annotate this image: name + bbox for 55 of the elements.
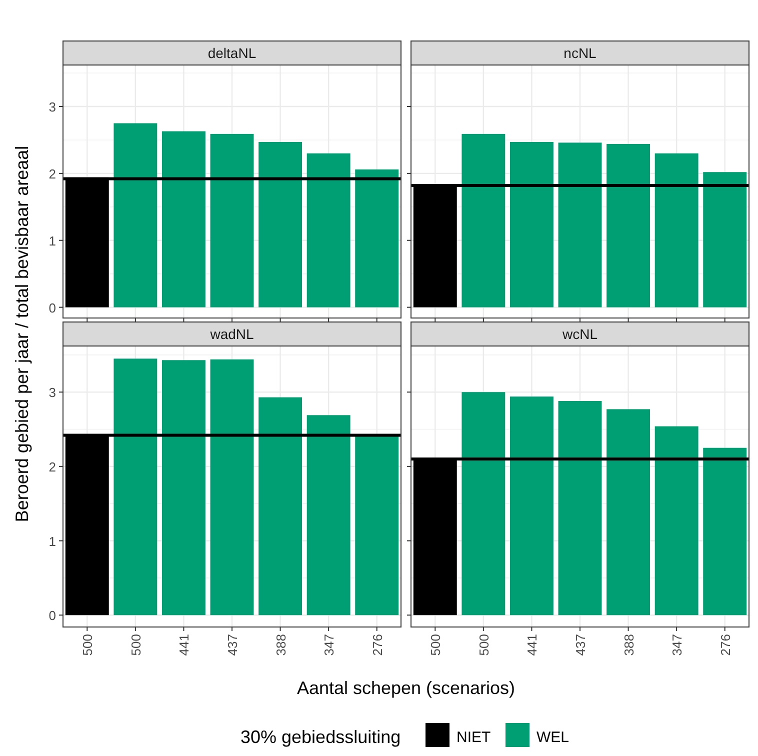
bar xyxy=(606,409,650,616)
x-tick-label: 276 xyxy=(718,634,733,656)
chart-title: wcNL xyxy=(561,326,598,342)
bar xyxy=(258,142,302,308)
y-tick-label: 1 xyxy=(48,534,56,549)
bar xyxy=(306,415,350,616)
x-tick-label: 500 xyxy=(128,634,144,656)
chart-title: ncNL xyxy=(564,45,597,61)
x-tick-label: 441 xyxy=(524,634,540,656)
bar xyxy=(462,392,506,616)
y-tick-label: 2 xyxy=(48,459,56,474)
y-tick-label: 1 xyxy=(48,233,56,248)
x-tick-label: 388 xyxy=(621,634,636,656)
bar xyxy=(114,123,158,308)
y-tick-label: 2 xyxy=(48,166,56,182)
x-tick-label: 500 xyxy=(428,634,444,656)
x-tick-label: 500 xyxy=(476,634,492,656)
bar xyxy=(162,131,206,308)
bar xyxy=(355,436,399,616)
legend-label: WEL xyxy=(536,729,570,746)
x-tick-label: 437 xyxy=(225,634,240,656)
x-tick-label: 437 xyxy=(573,634,588,656)
bar xyxy=(510,142,554,308)
x-tick-label: 276 xyxy=(370,634,385,656)
legend-title: 30% gebiedssluiting xyxy=(240,727,401,747)
bar xyxy=(114,358,158,616)
y-tick-label: 3 xyxy=(48,99,56,114)
y-tick-label: 0 xyxy=(48,608,56,624)
y-tick-label: 0 xyxy=(48,300,56,316)
bar xyxy=(306,153,350,308)
y-axis-title: Beroerd gebied per jaar / total bevisbaar areaal xyxy=(12,146,32,522)
bar xyxy=(703,172,747,308)
bar xyxy=(558,142,602,308)
legend-label: NIET xyxy=(456,729,491,746)
bar xyxy=(703,448,747,616)
bar xyxy=(355,169,399,308)
chart-title: wadNL xyxy=(209,326,254,342)
x-tick-label: 441 xyxy=(176,634,192,656)
bar xyxy=(462,134,506,308)
x-tick-label: 500 xyxy=(80,634,96,656)
bar xyxy=(654,426,698,616)
chart-title: deltaNL xyxy=(208,45,256,61)
bar xyxy=(162,360,206,616)
bar xyxy=(210,134,254,308)
y-tick-label: 3 xyxy=(48,385,56,400)
bar xyxy=(510,396,554,616)
bar xyxy=(558,401,602,616)
x-tick-label: 347 xyxy=(670,634,685,656)
x-tick-label: 347 xyxy=(322,634,337,656)
bar xyxy=(654,153,698,308)
bar xyxy=(210,359,254,616)
bar xyxy=(258,397,302,616)
x-axis-title: Aantal schepen (scenarios) xyxy=(296,678,516,698)
bar xyxy=(606,144,650,308)
x-tick-label: 388 xyxy=(273,634,288,656)
